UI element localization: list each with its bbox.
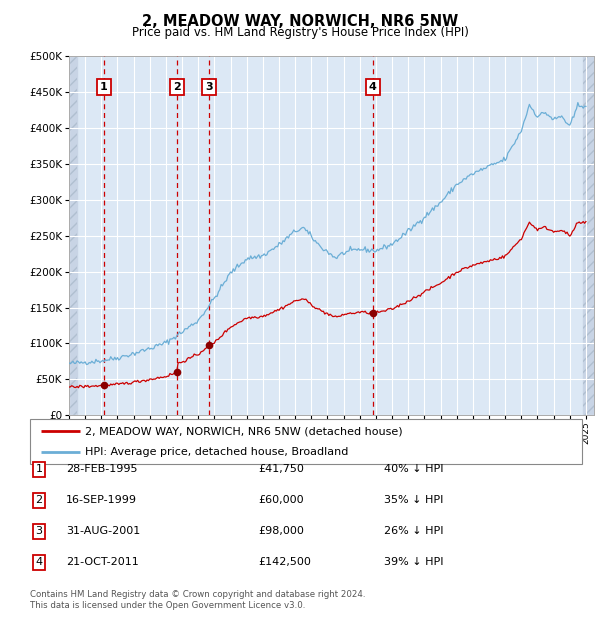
Text: 28-FEB-1995: 28-FEB-1995: [66, 464, 137, 474]
Text: 40% ↓ HPI: 40% ↓ HPI: [384, 464, 443, 474]
Text: 31-AUG-2001: 31-AUG-2001: [66, 526, 140, 536]
Text: 1: 1: [35, 464, 43, 474]
Bar: [69, 56, 77, 415]
Text: 16-SEP-1999: 16-SEP-1999: [66, 495, 137, 505]
Text: 39% ↓ HPI: 39% ↓ HPI: [384, 557, 443, 567]
Text: 26% ↓ HPI: 26% ↓ HPI: [384, 526, 443, 536]
Text: £142,500: £142,500: [258, 557, 311, 567]
Text: This data is licensed under the Open Government Licence v3.0.: This data is licensed under the Open Gov…: [30, 601, 305, 611]
Text: 3: 3: [35, 526, 43, 536]
FancyBboxPatch shape: [30, 419, 582, 464]
Text: Price paid vs. HM Land Registry's House Price Index (HPI): Price paid vs. HM Land Registry's House …: [131, 26, 469, 39]
Text: 1: 1: [100, 82, 108, 92]
Text: HPI: Average price, detached house, Broadland: HPI: Average price, detached house, Broa…: [85, 446, 349, 457]
Text: 4: 4: [369, 82, 377, 92]
Bar: [69, 56, 77, 415]
Text: 35% ↓ HPI: 35% ↓ HPI: [384, 495, 443, 505]
Text: £41,750: £41,750: [258, 464, 304, 474]
Text: 2: 2: [35, 495, 43, 505]
Text: £98,000: £98,000: [258, 526, 304, 536]
Bar: [583, 56, 594, 415]
Text: 3: 3: [205, 82, 213, 92]
Text: 2, MEADOW WAY, NORWICH, NR6 5NW (detached house): 2, MEADOW WAY, NORWICH, NR6 5NW (detache…: [85, 426, 403, 436]
Bar: [583, 56, 594, 415]
Text: 4: 4: [35, 557, 43, 567]
Text: Contains HM Land Registry data © Crown copyright and database right 2024.: Contains HM Land Registry data © Crown c…: [30, 590, 365, 600]
Text: £60,000: £60,000: [258, 495, 304, 505]
Text: 2: 2: [173, 82, 181, 92]
Text: 21-OCT-2011: 21-OCT-2011: [66, 557, 139, 567]
Text: 2, MEADOW WAY, NORWICH, NR6 5NW: 2, MEADOW WAY, NORWICH, NR6 5NW: [142, 14, 458, 29]
